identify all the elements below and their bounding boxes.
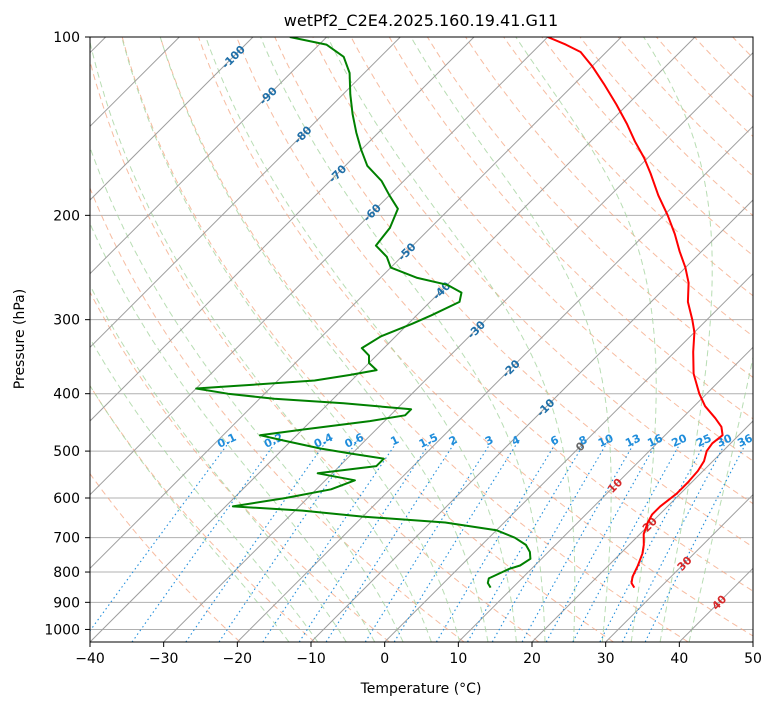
y-axis-title: Pressure (hPa)	[12, 289, 28, 389]
mixing-ratio-line	[572, 440, 683, 642]
plot-frame	[89, 36, 754, 643]
isotherm-line	[90, 37, 549, 496]
mixing-ratio-label: 20	[670, 431, 690, 449]
y-tick-label: 900	[53, 595, 80, 611]
y-tick-label: 700	[53, 531, 80, 547]
mixing-ratio-label: 13	[623, 432, 642, 450]
chart-title: wetPf2_C2E4.2025.160.19.41.G11	[284, 11, 558, 31]
dry-adiabat-line	[617, 37, 753, 177]
x-tick-label: 30	[597, 651, 615, 667]
profile-series	[195, 37, 724, 589]
y-tick-label: 800	[53, 565, 80, 581]
x-tick-label: 10	[449, 651, 467, 667]
axes: −40 −30 −20 −10 0 10 20 30 40 50 100 200 300 400 500 60…	[44, 30, 762, 667]
dry-adiabat-line	[90, 384, 316, 642]
mixing-ratio-label: 36	[735, 431, 755, 449]
y-tick-label: 500	[53, 444, 80, 460]
dry-adiabat-line	[503, 37, 753, 297]
moist-adiabat-line	[90, 384, 290, 642]
mixing-ratio-line	[521, 440, 637, 642]
x-tick-label: −10	[296, 651, 326, 667]
mixing-ratio-line	[545, 440, 659, 642]
x-tick-label: 50	[744, 651, 762, 667]
moist-adiabat-line	[688, 354, 753, 642]
dry-adiabat-line	[426, 37, 753, 378]
dry-adiabat-line	[236, 37, 753, 592]
moist-adiabat-line	[90, 222, 376, 642]
y-tick-label: 400	[53, 387, 80, 403]
y-tick-label: 200	[53, 208, 80, 224]
isotherm-line	[605, 493, 753, 642]
y-tick-label: 1000	[44, 622, 80, 638]
isotherm-line	[457, 346, 753, 642]
dry-adiabat-line	[312, 37, 753, 505]
mixing-ratio-line	[364, 440, 493, 642]
mixing-ratio-line	[131, 440, 278, 642]
x-tick-label: −40	[75, 651, 105, 667]
mixing-ratio-line	[467, 440, 587, 642]
moist-adiabat-line	[643, 37, 713, 642]
mixing-ratio-line	[435, 440, 558, 642]
y-tick-label: 300	[53, 313, 80, 329]
dry-adiabat-line	[90, 59, 540, 642]
x-tick-label: −30	[149, 651, 179, 667]
isotherm-line	[90, 37, 696, 642]
mixing-ratio-label: 16	[645, 431, 665, 449]
isotherm-line	[236, 125, 753, 642]
dry-adiabat-line	[121, 37, 614, 642]
mixing-ratio-line	[644, 440, 748, 642]
x-axis-title: Temperature (°C)	[360, 681, 482, 697]
isotherm-line	[384, 272, 753, 642]
moist-adiabat-line	[159, 37, 489, 642]
x-tick-label: 0	[380, 651, 389, 667]
x-tick-label: 40	[670, 651, 688, 667]
isotherm-line	[163, 51, 753, 642]
dry-adiabat-line	[90, 186, 465, 642]
isotherm-line	[90, 37, 328, 275]
moist-adiabat-line	[205, 37, 517, 642]
moist-adiabat-line	[90, 284, 347, 642]
y-tick-label: 600	[53, 491, 80, 507]
isotherm-line	[90, 37, 254, 201]
moist-adiabat-line	[515, 37, 657, 642]
mixing-ratio-line	[621, 440, 728, 642]
mixing-ratio-line	[393, 440, 520, 642]
mixing-ratio-line	[599, 440, 707, 642]
temperature-line	[547, 37, 724, 589]
background-lines	[90, 37, 753, 642]
dry-adiabat-line	[198, 37, 753, 637]
moist-adiabat-line	[90, 337, 319, 642]
mixing-ratio-line	[298, 440, 432, 642]
dry-adiabat-line	[159, 37, 689, 642]
x-tick-label: 20	[523, 651, 541, 667]
isotherm-line	[90, 37, 475, 422]
dry-adiabat-line	[274, 37, 753, 548]
mixing-ratio-line	[185, 440, 328, 642]
dry-adiabat-line	[90, 291, 390, 642]
moist-adiabat-line	[327, 37, 576, 642]
isotherm-line	[90, 37, 622, 570]
x-tick-label: −20	[223, 651, 253, 667]
moist-adiabat-line	[90, 145, 404, 642]
isotherm-line	[531, 420, 753, 642]
moist-adiabat-line	[410, 37, 612, 642]
isotherm-line	[310, 199, 753, 642]
dry-adiabat-line	[388, 37, 753, 420]
dewpoint-line	[195, 37, 532, 589]
isotherm-line	[90, 37, 401, 349]
mixing-ratio-label: 30	[715, 431, 735, 449]
mixing-ratio-line	[491, 440, 609, 642]
y-tick-label: 100	[53, 30, 80, 46]
moist-adiabat-line	[121, 37, 461, 642]
mixing-ratio-label: 25	[694, 432, 713, 450]
mixing-ratio-label: 10	[596, 431, 616, 449]
